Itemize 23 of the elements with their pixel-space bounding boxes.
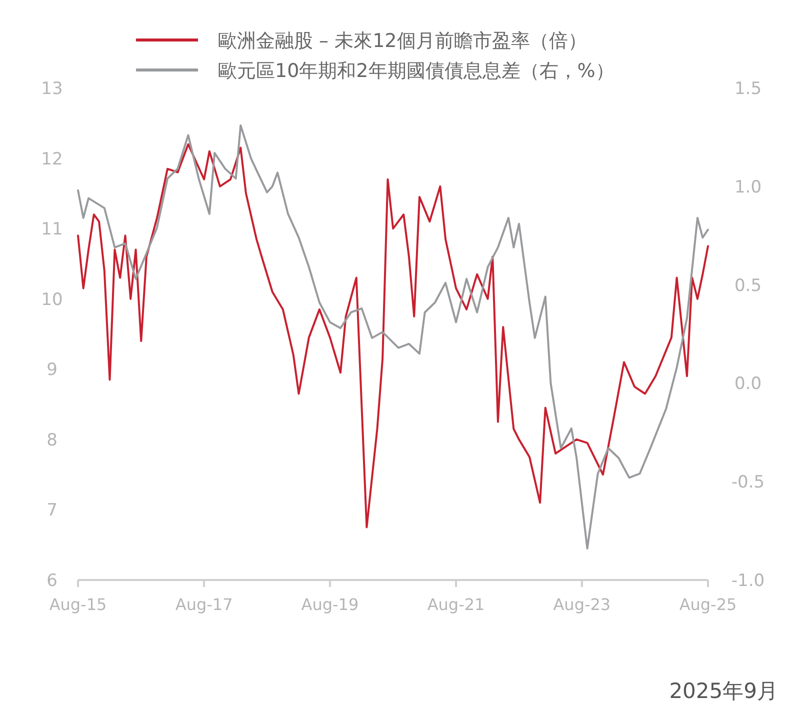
- x-tick-label: Aug-15: [49, 595, 107, 614]
- y2-tick-label: 1.5: [734, 79, 762, 99]
- y-tick-label: 13: [41, 79, 63, 99]
- y-tick-label: 6: [46, 571, 58, 591]
- x-tick-label: Aug-23: [553, 595, 611, 614]
- y-tick-label: 9: [46, 360, 58, 380]
- legend-label: 歐洲金融股 – 未來12個月前瞻市盈率（倍）: [218, 30, 587, 52]
- y2-tick-label: 0.5: [734, 276, 762, 296]
- legend-label: 歐元區10年期和2年期國債債息息差（右，%）: [218, 60, 614, 82]
- y2-tick-label: -0.5: [731, 472, 765, 493]
- y2-tick-label: 1.0: [734, 177, 762, 198]
- x-tick-label: Aug-19: [301, 595, 359, 614]
- x-tick-label: Aug-21: [427, 595, 485, 614]
- text: 2025年9月: [669, 679, 778, 703]
- y-tick-label: 10: [41, 290, 63, 310]
- y2-tick-label: 0.0: [734, 374, 762, 394]
- y-tick-label: 11: [41, 220, 63, 240]
- y-tick-label: 7: [46, 500, 58, 521]
- x-tick-label: Aug-17: [175, 595, 233, 614]
- y-tick-label: 12: [41, 149, 63, 170]
- y-tick-label: 8: [46, 430, 58, 450]
- y2-tick-label: -1.0: [731, 571, 765, 591]
- x-tick-label: Aug-25: [679, 595, 737, 614]
